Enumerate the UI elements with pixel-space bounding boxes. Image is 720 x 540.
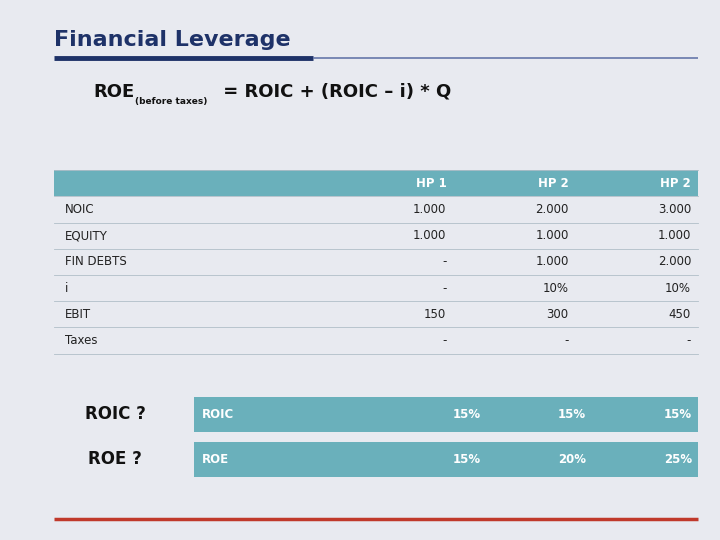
Text: EBIT: EBIT [66,308,91,321]
Text: 1.000: 1.000 [413,203,446,216]
Text: 1.000: 1.000 [413,229,446,242]
Text: EQUITY: EQUITY [66,229,108,242]
Text: 15%: 15% [558,408,586,421]
Text: 20%: 20% [558,453,586,466]
Text: 15%: 15% [452,453,480,466]
Text: i: i [66,282,68,295]
FancyBboxPatch shape [54,170,698,197]
Text: 10%: 10% [543,282,569,295]
Text: ROIC: ROIC [202,408,234,421]
Text: HP 2: HP 2 [660,177,691,190]
Text: ROE: ROE [94,83,135,101]
Text: Financial Leverage: Financial Leverage [54,30,291,50]
Text: 1.000: 1.000 [657,229,691,242]
Text: 3.000: 3.000 [658,203,691,216]
Text: 150: 150 [424,308,446,321]
Text: FIN DEBTS: FIN DEBTS [66,255,127,268]
Text: -: - [564,334,569,347]
Text: 2.000: 2.000 [535,203,569,216]
Text: ROIC ?: ROIC ? [85,406,145,423]
Text: 15%: 15% [664,408,692,421]
FancyBboxPatch shape [194,442,698,477]
Text: 2.000: 2.000 [657,255,691,268]
Text: 300: 300 [546,308,569,321]
Text: 15%: 15% [452,408,480,421]
Text: 10%: 10% [665,282,691,295]
Text: -: - [442,282,446,295]
Text: ROE: ROE [202,453,229,466]
Text: HP 1: HP 1 [415,177,446,190]
Text: 25%: 25% [664,453,692,466]
Text: 1.000: 1.000 [535,255,569,268]
Text: -: - [687,334,691,347]
Text: NOIC: NOIC [66,203,95,216]
Text: Taxes: Taxes [66,334,98,347]
Text: -: - [442,255,446,268]
Text: = ROIC + (ROIC – i) * Q: = ROIC + (ROIC – i) * Q [217,83,451,101]
Text: (before taxes): (before taxes) [135,97,207,106]
Text: ROE ?: ROE ? [89,450,142,468]
Text: HP 2: HP 2 [538,177,569,190]
FancyBboxPatch shape [194,397,698,432]
Text: 450: 450 [669,308,691,321]
Text: -: - [442,334,446,347]
Text: 1.000: 1.000 [535,229,569,242]
